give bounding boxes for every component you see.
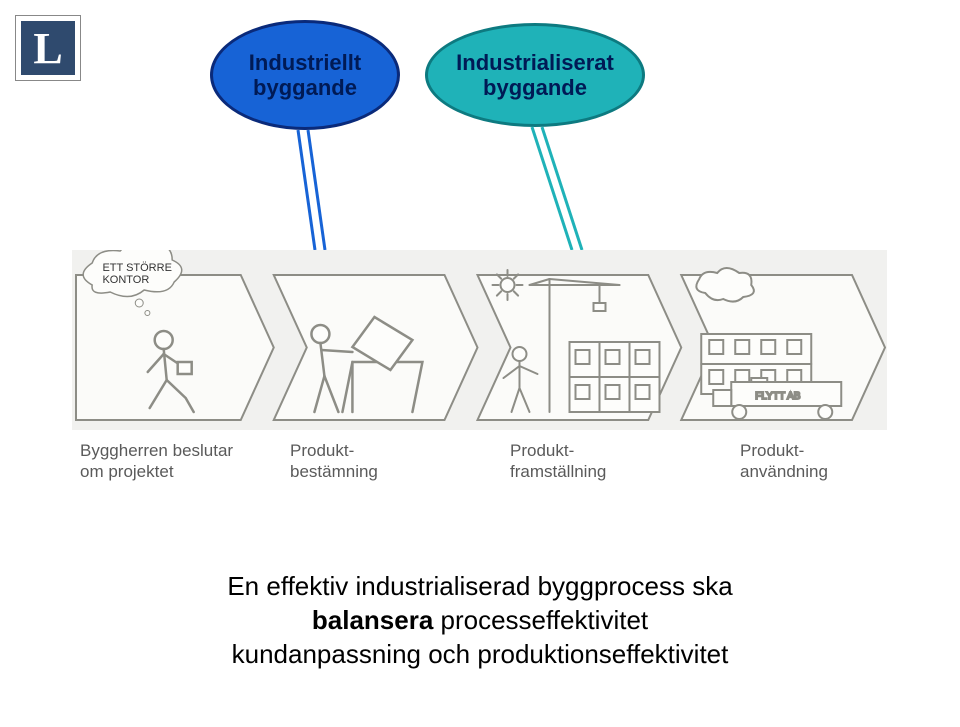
slide-stage: L Industriellt byggande Industrialiserat… xyxy=(0,0,960,727)
truck-text: FLYTT AB xyxy=(755,391,801,402)
conclusion-line2: balansera processeffektivitet xyxy=(170,604,790,638)
conclusion-line2-rest: processeffektivitet xyxy=(433,605,648,635)
connector-line xyxy=(542,127,582,250)
process-chevron xyxy=(76,275,274,420)
stage-label-bestamning: Produkt- bestämning xyxy=(290,440,378,483)
stage-label-framstallning: Produkt- framställning xyxy=(510,440,606,483)
conclusion-line1: En effektiv industrialiserad byggprocess… xyxy=(170,570,790,604)
conclusion-bold: balansera xyxy=(312,605,433,635)
connector-line xyxy=(308,130,325,250)
conclusion-text: En effektiv industrialiserad byggprocess… xyxy=(170,570,790,671)
connector-line xyxy=(298,130,315,250)
process-sketch-svg: ETT STÖRREKONTORFLYTT AB xyxy=(72,250,887,430)
connector-line xyxy=(532,127,572,250)
stage-label-byggherren: Byggherren beslutar om projektet xyxy=(80,440,233,483)
process-sketch-band: ETT STÖRREKONTORFLYTT AB xyxy=(72,250,887,430)
stage-label-anvandning: Produkt- användning xyxy=(740,440,828,483)
conclusion-line3: kundanpassning och produktionseffektivit… xyxy=(170,638,790,672)
